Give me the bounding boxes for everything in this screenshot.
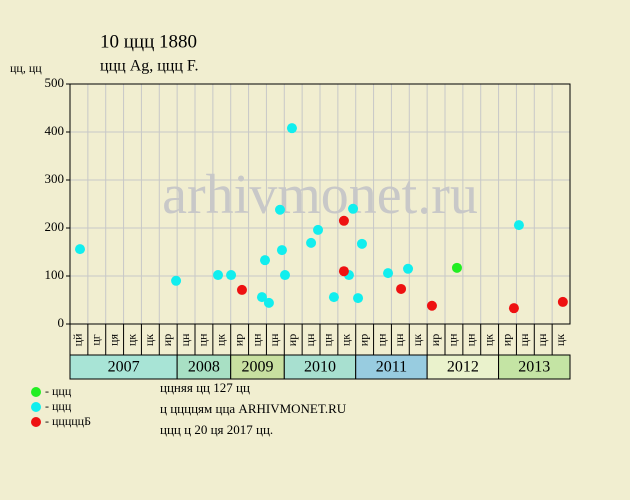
point xyxy=(328,292,339,303)
point xyxy=(236,284,247,295)
x-tick-label: цк xyxy=(553,334,567,346)
x-tick-label: цн xyxy=(446,333,460,346)
plot-frame xyxy=(69,83,571,325)
x-tick-label: цк xyxy=(214,334,228,346)
y-tick-label: 300 xyxy=(45,171,65,186)
note: ццняя цц 127 цц xyxy=(160,380,250,395)
y-tick-label: 100 xyxy=(45,267,65,282)
x-tick-label: цн xyxy=(535,333,549,346)
point xyxy=(226,270,237,281)
x-tick-label: цк xyxy=(124,334,138,346)
year-label: 2012 xyxy=(447,359,479,376)
point xyxy=(338,266,349,277)
point xyxy=(403,263,414,274)
x-tick-label: цн xyxy=(267,333,281,346)
point xyxy=(508,303,519,314)
point xyxy=(451,262,462,273)
x-tick-label: ир xyxy=(231,334,245,346)
y-tick-label: 0 xyxy=(58,315,65,330)
y-tick-label: 400 xyxy=(45,123,65,138)
year-label: 2013 xyxy=(518,359,550,376)
x-tick-label: цн xyxy=(321,333,335,346)
x-tick-label: цн xyxy=(249,333,263,346)
x-tick-label: ир xyxy=(356,334,370,346)
year-band xyxy=(426,354,500,380)
watermark: arhivmonet.ru xyxy=(162,164,478,226)
point xyxy=(275,204,285,215)
point xyxy=(513,220,524,231)
legend-swatch xyxy=(31,402,41,412)
x-tick-label: цн xyxy=(196,333,210,346)
x-tick-label: цк xyxy=(481,334,495,346)
x-tick-label: цн xyxy=(178,333,192,346)
year-band xyxy=(283,354,357,380)
x-tick-label: ир xyxy=(285,334,299,346)
chart-subtitle: ццц Ag, ццц F. xyxy=(100,58,199,75)
point xyxy=(313,224,324,235)
year-label: 2009 xyxy=(242,359,274,376)
x-tick-label: цн xyxy=(464,333,478,346)
note: ц ццццям цца ARHIVMONET.RU xyxy=(160,401,347,416)
year-label: 2008 xyxy=(188,359,220,376)
legend-swatch xyxy=(31,387,41,397)
x-tick-label: цн xyxy=(392,333,406,346)
point xyxy=(396,283,407,294)
x-tick-label: ця xyxy=(106,334,120,346)
year-label: 2007 xyxy=(108,359,140,376)
point xyxy=(280,270,290,281)
point xyxy=(260,255,270,266)
point xyxy=(263,297,274,308)
year-band xyxy=(498,354,571,380)
point xyxy=(256,292,267,303)
point xyxy=(286,123,297,134)
point xyxy=(426,300,437,311)
legend-label: - цццццБ xyxy=(45,414,91,428)
point xyxy=(213,270,224,281)
year-label: 2011 xyxy=(376,359,407,376)
x-tick-label: ир xyxy=(160,334,174,346)
note: ццц ц 20 ця 2017 цц. xyxy=(160,422,273,437)
point xyxy=(338,215,349,226)
x-tick-label: ир xyxy=(499,334,513,346)
x-tick-label: цк xyxy=(339,334,353,346)
y-axis-label: цц, цц xyxy=(10,61,42,75)
point xyxy=(557,296,568,307)
x-tick-label: цн xyxy=(374,333,388,346)
x-tick-label: цн xyxy=(517,333,531,346)
chart-title: 10 ццц 1880 xyxy=(100,31,197,52)
x-tick-label: цй xyxy=(71,333,85,346)
x-tick-label: ир xyxy=(428,334,442,346)
point xyxy=(356,238,367,249)
year-label: 2010 xyxy=(304,359,336,376)
point xyxy=(171,275,182,286)
point xyxy=(276,245,287,256)
y-tick-label: 200 xyxy=(45,219,65,234)
x-tick-label: цк xyxy=(142,334,156,346)
point xyxy=(75,244,85,255)
point xyxy=(306,237,317,248)
x-tick-label: цк xyxy=(410,334,424,346)
legend-swatch xyxy=(31,417,41,427)
point xyxy=(348,203,359,214)
x-tick-label: цг xyxy=(89,334,103,345)
year-band xyxy=(176,354,232,380)
point xyxy=(383,268,394,279)
year-band xyxy=(230,354,285,380)
legend-label: - ццц xyxy=(45,384,72,398)
y-tick-label: 500 xyxy=(45,75,65,90)
legend-label: - ццц xyxy=(45,399,72,413)
x-tick-label: цн xyxy=(303,333,317,346)
point xyxy=(353,293,364,304)
year-band xyxy=(69,354,178,380)
